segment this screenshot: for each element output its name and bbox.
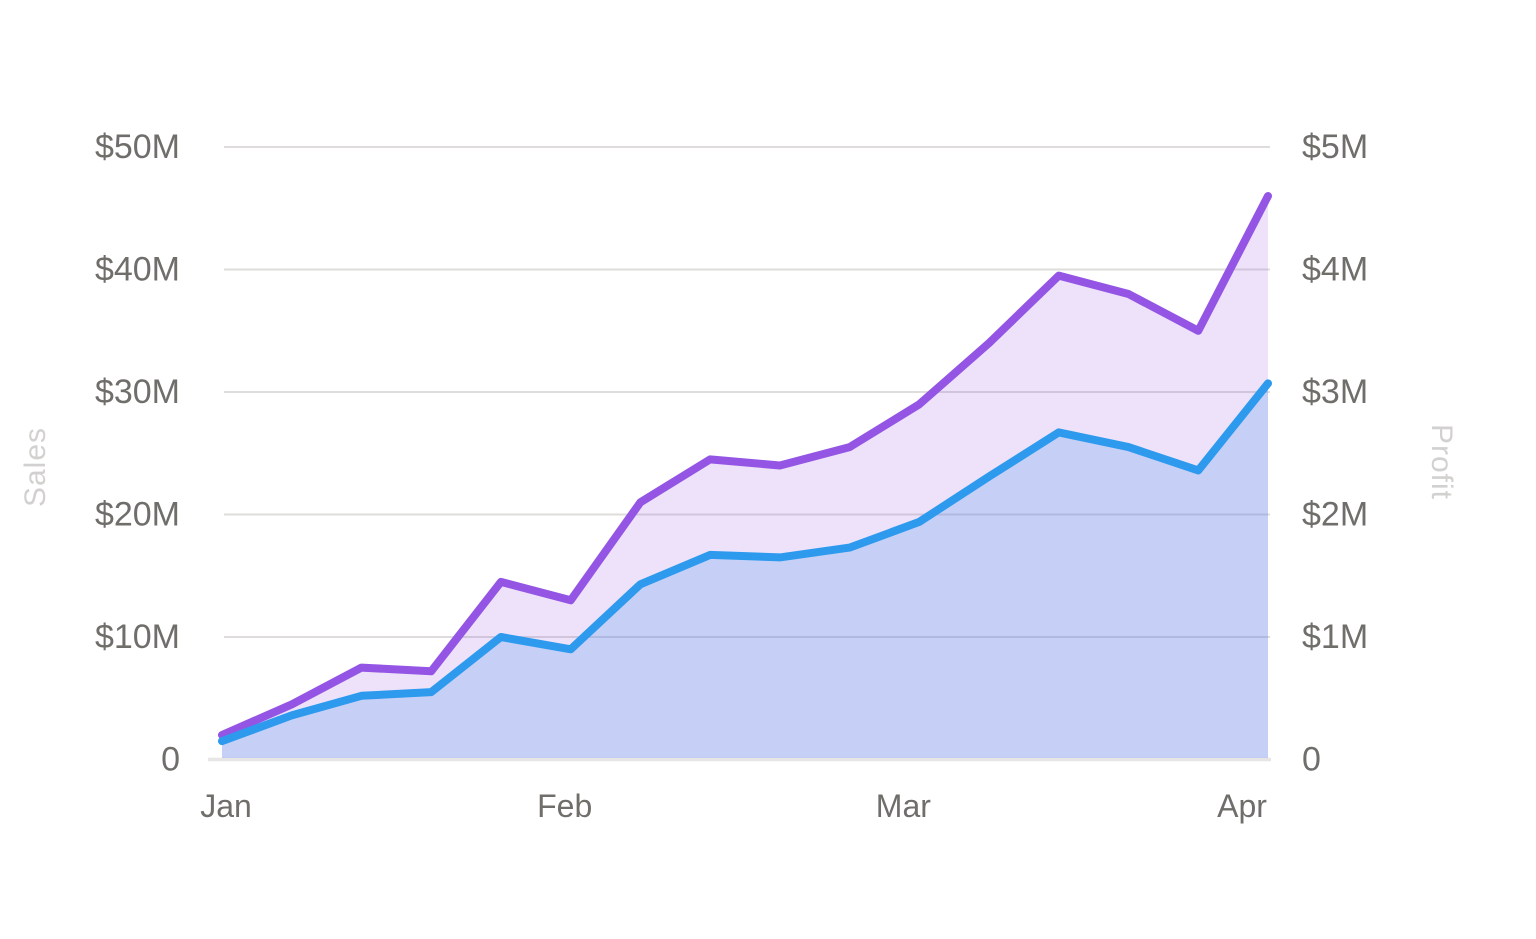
x-axis-label: Feb [537,788,592,824]
profit-area [222,196,1268,758]
left-axis-tick-label: $10M [95,618,180,656]
left-axis-tick-label: $30M [95,373,180,411]
left-axis-tick-label: $20M [95,496,180,534]
sales-line [218,379,1272,746]
right-axis-tick-label: $4M [1302,251,1368,289]
x-axis-label: Apr [1217,788,1267,824]
left-axis-tick-label: $40M [95,251,180,289]
profit-line [218,192,1272,739]
right-axis-tick-label: $3M [1302,373,1368,411]
sales-area [222,383,1268,758]
right-axis-title: Profit [1425,423,1458,501]
right-axis-tick-label: $5M [1302,128,1368,166]
x-axis-label: Mar [876,788,931,824]
x-axis-label: Jan [200,788,252,824]
left-axis-tick-label: 0 [161,741,180,779]
right-axis-tick-label: $2M [1302,496,1368,534]
left-axis-tick-label: $50M [95,128,180,166]
right-axis-tick-label: $1M [1302,618,1368,656]
right-axis-tick-label: 0 [1302,741,1321,779]
